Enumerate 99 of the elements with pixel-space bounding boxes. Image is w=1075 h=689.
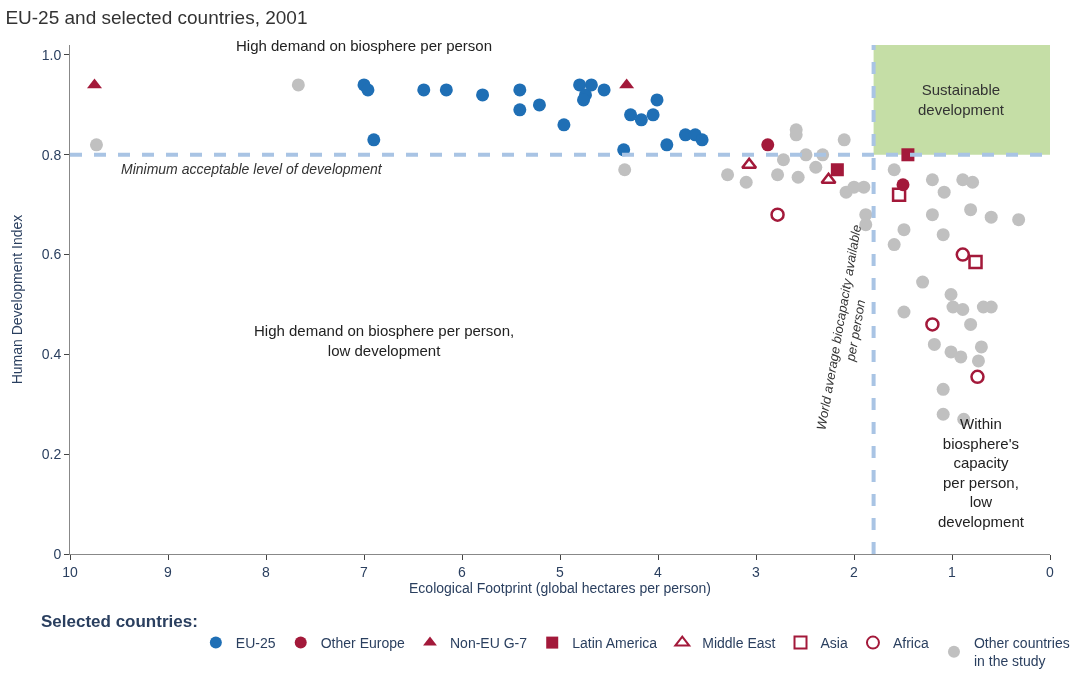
point xyxy=(891,187,907,202)
point xyxy=(89,138,103,152)
legend-label: Latin America xyxy=(572,635,658,652)
legend-label: Africa xyxy=(892,635,929,652)
point xyxy=(597,83,611,97)
x-tick-label: 1 xyxy=(948,563,957,580)
x-tick-label: 8 xyxy=(262,563,271,580)
point xyxy=(740,157,758,170)
y-tick-label: 0.6 xyxy=(41,246,62,263)
point xyxy=(837,133,851,147)
point xyxy=(771,168,785,182)
x-axis-title: Ecological Footprint (global hectares per person) xyxy=(409,580,711,597)
point xyxy=(984,210,998,224)
point xyxy=(799,148,813,162)
point xyxy=(936,407,950,421)
point xyxy=(857,180,871,194)
legend-label: EU-25 xyxy=(235,635,276,652)
point xyxy=(830,163,844,177)
point xyxy=(761,138,775,152)
point xyxy=(968,254,983,270)
x-tick-label: 3 xyxy=(752,563,761,580)
point xyxy=(739,175,753,189)
annotation: Within biosphere's capacity per person, low development xyxy=(938,415,1025,530)
legend-label: Asia xyxy=(820,635,848,652)
legend-label: Middle East xyxy=(702,635,776,652)
point xyxy=(809,160,823,174)
x-tick-label: 0 xyxy=(1046,563,1055,580)
band-label: Sustainable development xyxy=(918,81,1005,118)
point xyxy=(916,275,930,289)
y-tick-label: 0.2 xyxy=(41,446,62,463)
point xyxy=(970,369,985,385)
point xyxy=(974,340,988,354)
point xyxy=(956,302,970,316)
point xyxy=(618,163,632,177)
point xyxy=(660,138,674,152)
point xyxy=(887,163,901,177)
point xyxy=(897,223,911,237)
point xyxy=(944,288,958,301)
x-tick-label: 6 xyxy=(458,563,467,580)
y-axis-title: Human Development Index xyxy=(9,214,26,385)
annotation: High demand on biosphere per person xyxy=(236,37,493,54)
point xyxy=(291,78,305,92)
point xyxy=(936,382,950,396)
point xyxy=(955,247,971,262)
point xyxy=(557,118,571,132)
point xyxy=(513,103,527,117)
point xyxy=(624,108,638,122)
ref-line-label: Minimum acceptable level of development xyxy=(121,161,383,177)
point xyxy=(513,83,527,97)
point xyxy=(361,83,375,97)
point xyxy=(770,207,785,222)
point xyxy=(584,78,598,92)
point xyxy=(650,93,664,107)
point xyxy=(439,83,453,97)
point xyxy=(937,185,951,199)
point xyxy=(634,113,648,127)
point xyxy=(646,108,660,122)
point xyxy=(964,317,978,331)
y-tick-label: 0.8 xyxy=(41,146,62,163)
y-tick-label: 1.0 xyxy=(41,46,62,63)
point xyxy=(971,354,985,368)
point xyxy=(925,173,939,187)
point xyxy=(367,133,381,147)
point xyxy=(954,350,968,364)
x-tick-label: 5 xyxy=(556,563,565,580)
legend-label: Other Europe xyxy=(320,635,405,652)
point xyxy=(897,305,911,319)
annotation: High demand on biosphere per person, low development xyxy=(254,322,515,359)
point xyxy=(577,93,591,107)
point xyxy=(859,218,873,232)
legend-label: Other countries in the study xyxy=(973,635,1070,670)
point xyxy=(417,83,431,97)
chart-title: EU-25 and selected countries, 2001 xyxy=(5,6,308,28)
x-tick-label: 9 xyxy=(164,563,173,580)
x-tick-label: 7 xyxy=(360,563,369,580)
y-tick-label: 0.4 xyxy=(41,346,62,363)
point xyxy=(936,228,950,242)
point xyxy=(925,317,940,332)
x-tick-label: 2 xyxy=(850,563,859,580)
point xyxy=(964,203,978,217)
point xyxy=(927,337,941,351)
point xyxy=(901,148,915,162)
point xyxy=(887,238,901,252)
point xyxy=(820,172,837,184)
point xyxy=(476,88,490,102)
point xyxy=(776,153,790,167)
point xyxy=(966,175,980,189)
x-tick-label: 4 xyxy=(654,563,663,580)
point xyxy=(573,78,587,92)
x-tick-label: 10 xyxy=(62,563,78,580)
y-tick-label: 0 xyxy=(53,545,62,562)
point xyxy=(791,170,805,184)
point xyxy=(1012,213,1026,227)
point xyxy=(532,98,546,112)
point xyxy=(721,168,735,182)
legend-label: Non-EU G-7 xyxy=(449,635,528,652)
point xyxy=(695,133,709,147)
legend-title: Selected countries: xyxy=(41,612,198,631)
point xyxy=(925,208,939,222)
